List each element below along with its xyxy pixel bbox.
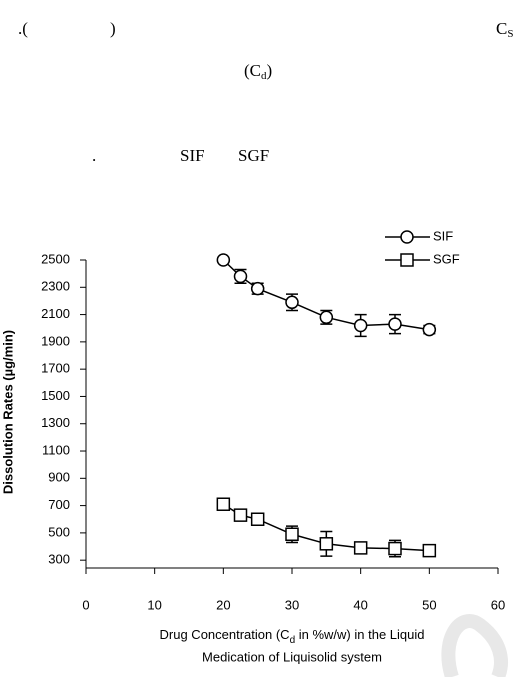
doc-text: (Cd) — [244, 61, 272, 82]
y-tick-label: 900 — [48, 470, 70, 485]
doc-text: . — [92, 146, 96, 165]
data-point — [388, 317, 402, 331]
x-tick-label: 40 — [353, 597, 367, 612]
doc-text: .( — [18, 19, 28, 38]
x-tick-label: 50 — [422, 597, 436, 612]
data-point — [233, 508, 248, 522]
x-tick-label: 30 — [285, 597, 299, 612]
data-point — [216, 253, 231, 267]
legend-marker — [400, 230, 414, 244]
doc-text: ) — [110, 19, 116, 38]
data-point — [353, 318, 368, 333]
y-tick-label: 1300 — [41, 415, 70, 430]
y-tick-label: 300 — [48, 552, 70, 567]
y-tick-label: 2300 — [41, 279, 70, 294]
legend-label: SGF — [433, 251, 460, 266]
data-point — [422, 322, 437, 337]
data-point — [285, 295, 299, 310]
data-point — [250, 281, 265, 296]
legend-marker — [400, 253, 414, 267]
doc-text: CS — [496, 19, 513, 40]
y-tick-label: 1700 — [41, 361, 70, 376]
y-tick-label: 2500 — [41, 251, 70, 266]
y-tick-label: 700 — [48, 497, 70, 512]
x-tick-label: 20 — [216, 597, 230, 612]
y-tick-label: 2100 — [41, 306, 70, 321]
data-point — [216, 497, 231, 511]
y-tick-label: 1100 — [42, 442, 70, 457]
data-point — [250, 512, 265, 526]
y-tick-label: 500 — [48, 524, 70, 539]
x-tick-label: 60 — [491, 597, 505, 612]
y-axis-label: Dissolution Rates (µg/min) — [0, 330, 15, 494]
x-tick-label: 0 — [82, 597, 89, 612]
data-point — [233, 269, 248, 284]
data-point — [388, 541, 402, 556]
watermark — [441, 614, 508, 677]
y-tick-label: 1900 — [41, 333, 70, 348]
x-axis-label: Drug Concentration (Cd in %w/w) in the L… — [160, 627, 425, 645]
data-point — [285, 527, 299, 542]
data-point — [319, 537, 334, 551]
x-tick-label: 10 — [147, 597, 161, 612]
x-axis-label: Medication of Liquisolid system — [202, 649, 382, 664]
data-point — [319, 310, 334, 325]
legend-label: SIF — [433, 228, 453, 243]
data-point — [353, 541, 368, 555]
doc-text: SIF — [180, 146, 205, 165]
data-point — [422, 543, 437, 558]
doc-text: SGF — [238, 146, 269, 165]
y-tick-label: 1500 — [41, 388, 70, 403]
